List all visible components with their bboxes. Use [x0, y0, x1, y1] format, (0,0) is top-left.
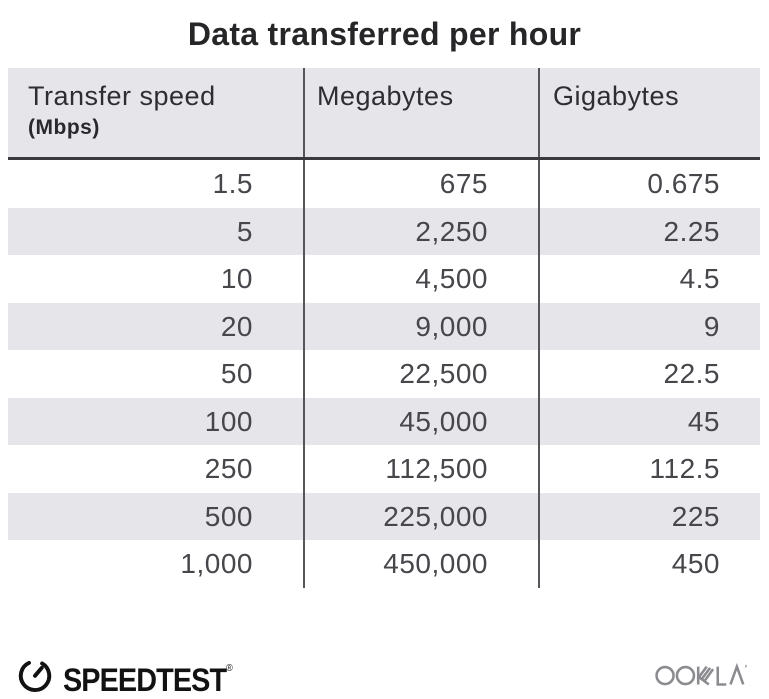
table-cell: 112.5	[538, 445, 760, 493]
table-row: 1,000 450,000 450	[8, 540, 760, 588]
table-cell: 450,000	[303, 540, 538, 588]
table-row: 10 4,500 4.5	[8, 255, 760, 303]
footer: SPEEDTEST®	[0, 644, 769, 698]
table-row: 500 225,000 225	[8, 492, 760, 540]
speedtest-gauge-icon	[18, 660, 52, 692]
table-cell: 1,000	[180, 548, 253, 579]
table-body: 1.5 675 0.675 5 2,250 2.25 10 4,500 4.5 20 9,000 9 5…	[8, 160, 760, 588]
table-row: 250 112,500 112.5	[8, 445, 760, 493]
table-cell: 50	[220, 358, 253, 389]
table-cell: 2,250	[303, 207, 538, 255]
data-table: Transfer speed (Mbps) Megabytes Gigabyte…	[8, 68, 760, 588]
table-cell: 22,500	[303, 350, 538, 398]
table-cell: 5	[236, 215, 253, 247]
page-title: Data transferred per hour	[187, 16, 582, 52]
table-cell: 4,500	[303, 255, 538, 303]
header-label: Gigabytes	[553, 81, 680, 111]
table-row: 5 2,250 2.25	[8, 207, 760, 255]
header-cell-megabytes: Megabytes	[303, 68, 538, 157]
registered-trademark-symbol: ®	[226, 663, 233, 674]
table-cell: 22.5	[538, 350, 760, 398]
table-header-row: Transfer speed (Mbps) Megabytes Gigabyte…	[8, 68, 760, 160]
table-cell: 10	[220, 263, 253, 294]
ookla-wordmark-icon	[655, 662, 747, 686]
table-row: 1.5 675 0.675	[8, 160, 760, 208]
table-cell: 675	[303, 160, 538, 208]
table-cell: 9,000	[303, 302, 538, 350]
table-cell: 225,000	[303, 492, 538, 540]
table-cell: 250	[204, 453, 253, 484]
table-cell: 450	[538, 540, 760, 588]
speedtest-label: SPEEDTEST	[63, 662, 227, 698]
ookla-logo	[653, 656, 757, 690]
header-sublabel: (Mbps)	[28, 116, 100, 139]
table-cell: 2.25	[538, 207, 760, 255]
table-cell: 20	[220, 310, 253, 342]
table-cell: 500	[204, 500, 253, 532]
table-cell: 4.5	[538, 255, 760, 303]
table-cell: 100	[204, 405, 253, 437]
table-cell: 45	[538, 397, 760, 445]
table-cell: 45,000	[303, 397, 538, 445]
table-cell: 9	[538, 302, 760, 350]
header-label: Megabytes	[317, 81, 454, 111]
table-row: 100 45,000 45	[8, 397, 760, 445]
header-cell-gigabytes: Gigabytes	[538, 68, 760, 157]
header-cell-transfer-speed: Transfer speed (Mbps)	[8, 68, 303, 157]
table-row: 50 22,500 22.5	[8, 350, 760, 398]
table-cell: 112,500	[303, 445, 538, 493]
table-cell: 1.5	[212, 168, 253, 199]
table-row: 20 9,000 9	[8, 302, 760, 350]
header-label: Transfer speed	[28, 81, 216, 111]
speedtest-logo: SPEEDTEST®	[16, 650, 252, 699]
speedtest-wordmark: SPEEDTEST®	[63, 650, 233, 699]
table-cell: 0.675	[538, 160, 760, 208]
table-cell: 225	[538, 492, 760, 540]
